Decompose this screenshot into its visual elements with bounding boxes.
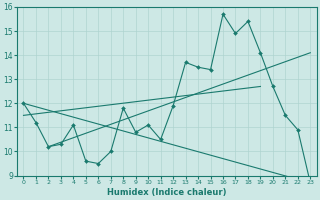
- X-axis label: Humidex (Indice chaleur): Humidex (Indice chaleur): [107, 188, 227, 197]
